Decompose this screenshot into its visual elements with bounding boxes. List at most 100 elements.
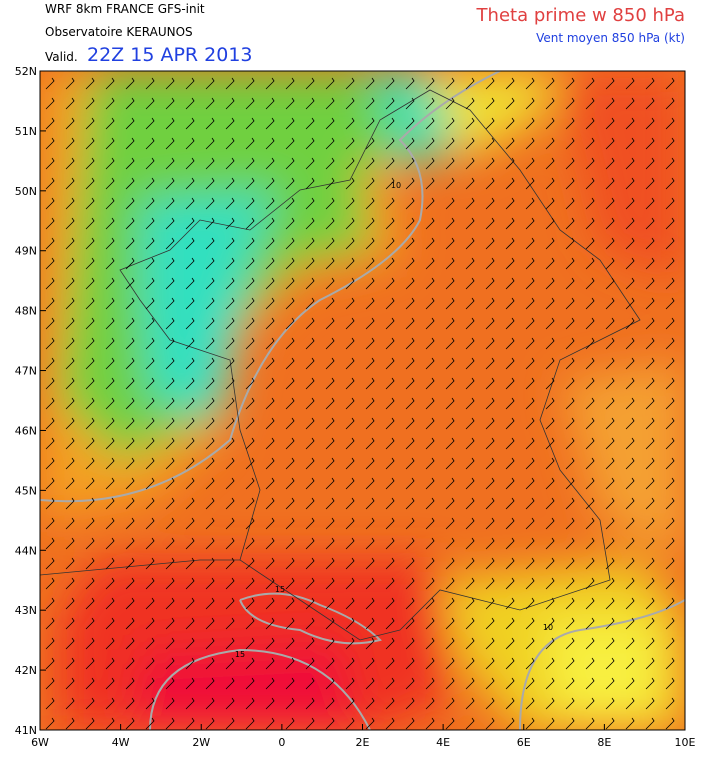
- wind-barb: [85, 297, 95, 310]
- lon-label: 6E: [517, 736, 531, 749]
- wind-barb: [625, 517, 635, 530]
- wind-barb: [385, 697, 395, 710]
- wind-barb: [305, 457, 315, 470]
- wind-barb: [545, 217, 555, 230]
- wind-barb: [405, 397, 415, 410]
- wind-barb: [105, 377, 115, 390]
- wind-barb: [365, 717, 375, 730]
- wind-barb: [425, 717, 435, 730]
- lat-label: 51N: [15, 125, 37, 138]
- wind-barb: [365, 377, 375, 390]
- wind-barb: [605, 497, 615, 510]
- wind-barb: [205, 277, 215, 290]
- wind-barb: [165, 577, 175, 590]
- wind-barb: [645, 197, 655, 210]
- wind-barb: [145, 317, 155, 330]
- wind-barb: [385, 637, 395, 650]
- wind-barb: [665, 557, 675, 570]
- wind-barb: [605, 397, 615, 410]
- wind-barb: [145, 717, 155, 730]
- wind-barb: [185, 297, 195, 310]
- wind-barb: [365, 577, 375, 590]
- wind-barb: [365, 237, 375, 250]
- wind-barb: [365, 617, 375, 630]
- wind-barb: [365, 437, 375, 450]
- wind-barb: [485, 497, 495, 510]
- wind-barb: [225, 717, 235, 730]
- wind-barb: [105, 177, 115, 190]
- wind-barb: [45, 397, 55, 410]
- wind-barb: [265, 637, 275, 650]
- wind-barb: [185, 457, 195, 470]
- wind-barb: [545, 617, 555, 630]
- wind-barb: [405, 457, 415, 470]
- wind-barb: [645, 297, 655, 310]
- wind-barb: [585, 177, 595, 190]
- wind-barb: [325, 637, 335, 650]
- wind-barb: [625, 157, 635, 170]
- wind-barb: [165, 437, 175, 450]
- wind-barb: [125, 617, 135, 630]
- wind-barb: [325, 277, 335, 290]
- wind-barb: [425, 477, 435, 490]
- wind-barb: [125, 377, 135, 390]
- wind-barb: [265, 497, 275, 510]
- wind-barb: [665, 517, 675, 530]
- wind-barb: [565, 617, 575, 630]
- wind-barb: [65, 177, 75, 190]
- wind-barb: [605, 297, 615, 310]
- wind-barb: [405, 137, 415, 150]
- wind-barb: [205, 177, 215, 190]
- wind-barb: [65, 397, 75, 410]
- wind-barb: [625, 357, 635, 370]
- wind-barb: [485, 77, 495, 90]
- wind-barb: [45, 337, 55, 350]
- wind-barb: [285, 437, 295, 450]
- wind-barb: [525, 517, 535, 530]
- wind-barb: [185, 217, 195, 230]
- wind-barb: [185, 397, 195, 410]
- wind-barb: [145, 437, 155, 450]
- wind-barb: [285, 157, 295, 170]
- wind-barb: [225, 437, 235, 450]
- wind-barb: [465, 497, 475, 510]
- wind-barb: [585, 97, 595, 110]
- wind-barb: [405, 617, 415, 630]
- wind-barb: [345, 237, 355, 250]
- wind-barb: [485, 197, 495, 210]
- wind-barb: [485, 577, 495, 590]
- lat-label: 47N: [15, 365, 37, 378]
- wind-barb: [285, 537, 295, 550]
- wind-barb: [205, 157, 215, 170]
- wind-barb: [205, 197, 215, 210]
- wind-barb: [505, 517, 515, 530]
- wind-barb: [665, 597, 675, 610]
- contour-label: 10: [543, 623, 553, 632]
- wind-barb: [325, 357, 335, 370]
- wind-barb: [545, 437, 555, 450]
- wind-barb: [465, 577, 475, 590]
- wind-barb: [105, 277, 115, 290]
- wind-barb: [345, 297, 355, 310]
- wind-barb: [645, 517, 655, 530]
- wind-barb: [545, 477, 555, 490]
- wind-barb: [605, 257, 615, 270]
- wind-barb: [105, 137, 115, 150]
- wind-barb: [125, 457, 135, 470]
- wind-barb: [465, 697, 475, 710]
- wind-barb: [645, 417, 655, 430]
- wind-barb: [325, 117, 335, 130]
- wind-barb: [525, 277, 535, 290]
- wind-barb: [545, 597, 555, 610]
- wind-barb: [645, 557, 655, 570]
- wind-barb: [625, 497, 635, 510]
- contour-label: 15: [275, 585, 285, 594]
- wind-barb: [445, 617, 455, 630]
- wind-barb: [205, 537, 215, 550]
- wind-barb: [605, 537, 615, 550]
- wind-barb: [385, 437, 395, 450]
- wind-barb: [505, 477, 515, 490]
- wind-barb: [625, 97, 635, 110]
- wind-barb: [285, 477, 295, 490]
- wind-barb: [285, 557, 295, 570]
